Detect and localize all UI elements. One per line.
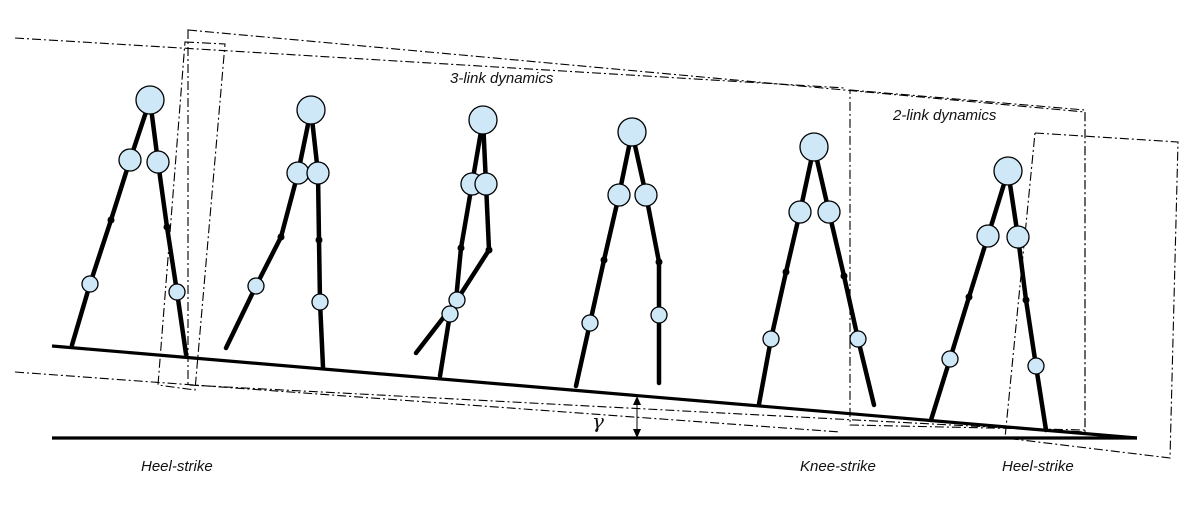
thigh-mass [306, 161, 330, 185]
outer-box-top-edge [14, 37, 846, 89]
knee-joint [600, 256, 608, 264]
thigh-mass [474, 172, 498, 196]
thigh-mass [118, 148, 142, 172]
shank-mass [849, 330, 867, 348]
shank-mass [581, 314, 599, 332]
slope-angle-label: γ [592, 409, 604, 433]
slope-line [51, 344, 1138, 440]
last-frame-box [1004, 132, 1179, 459]
slope-angle-indicator: γ [592, 396, 641, 438]
walker-figure-5 [756, 132, 877, 408]
knee-joint [1022, 296, 1030, 304]
hip-mass [468, 105, 498, 135]
hip-mass [296, 95, 326, 125]
shank-mass [1027, 357, 1045, 375]
thigh-mass [817, 200, 841, 224]
first-frame-box [157, 41, 226, 391]
thigh-mass [286, 161, 310, 185]
knee-joint [782, 268, 790, 276]
leg-segment [756, 144, 817, 407]
thigh-mass [788, 200, 812, 224]
knee-strike-label: Knee-strike [800, 458, 876, 475]
walker-figure-1 [69, 85, 189, 357]
knee-joint [457, 244, 465, 252]
angle-arrow-down [633, 429, 641, 438]
walker-figure-6 [928, 156, 1049, 433]
walker-figure-2 [223, 95, 330, 370]
three-link-box [187, 29, 1086, 433]
knee-joint [315, 236, 323, 244]
shank-mass [311, 293, 329, 311]
shank-mass [81, 275, 99, 293]
hip-mass [135, 85, 165, 115]
shank-mass [247, 277, 265, 295]
knee-joint [840, 272, 848, 280]
two-link-box [849, 89, 1086, 431]
shank-mass [650, 306, 668, 324]
heel-strike-label-right: Heel-strike [1002, 458, 1074, 475]
hip-mass [617, 117, 647, 147]
knee-joint [485, 246, 493, 254]
hip-mass [799, 132, 829, 162]
shank-mass [448, 291, 466, 309]
knee-joint [277, 233, 285, 241]
thigh-mass [634, 183, 658, 207]
three-link-dynamics-label: 3-link dynamics [450, 70, 554, 87]
walker-figure-3 [413, 105, 498, 379]
thigh-mass [976, 224, 1000, 248]
shank-mass [168, 283, 186, 301]
leg-segment [223, 107, 314, 351]
heel-strike-label-left: Heel-strike [141, 458, 213, 475]
boundary-boxes [14, 29, 1179, 459]
knee-joint [655, 258, 663, 266]
angle-arrow-up [633, 396, 641, 405]
shank-mass [941, 350, 959, 368]
shank-mass [762, 330, 780, 348]
thigh-mass [146, 150, 170, 174]
thigh-mass [607, 183, 631, 207]
knee-joint [163, 223, 171, 231]
knee-joint [965, 293, 973, 301]
hip-mass [993, 156, 1023, 186]
shank-mass [441, 305, 459, 323]
two-link-dynamics-label: 2-link dynamics [892, 107, 997, 124]
walker-figure-4 [573, 117, 668, 389]
knee-joint [107, 216, 115, 224]
ground-dash-line [14, 371, 841, 433]
thigh-mass [1006, 225, 1030, 249]
leg-segment [629, 129, 662, 386]
